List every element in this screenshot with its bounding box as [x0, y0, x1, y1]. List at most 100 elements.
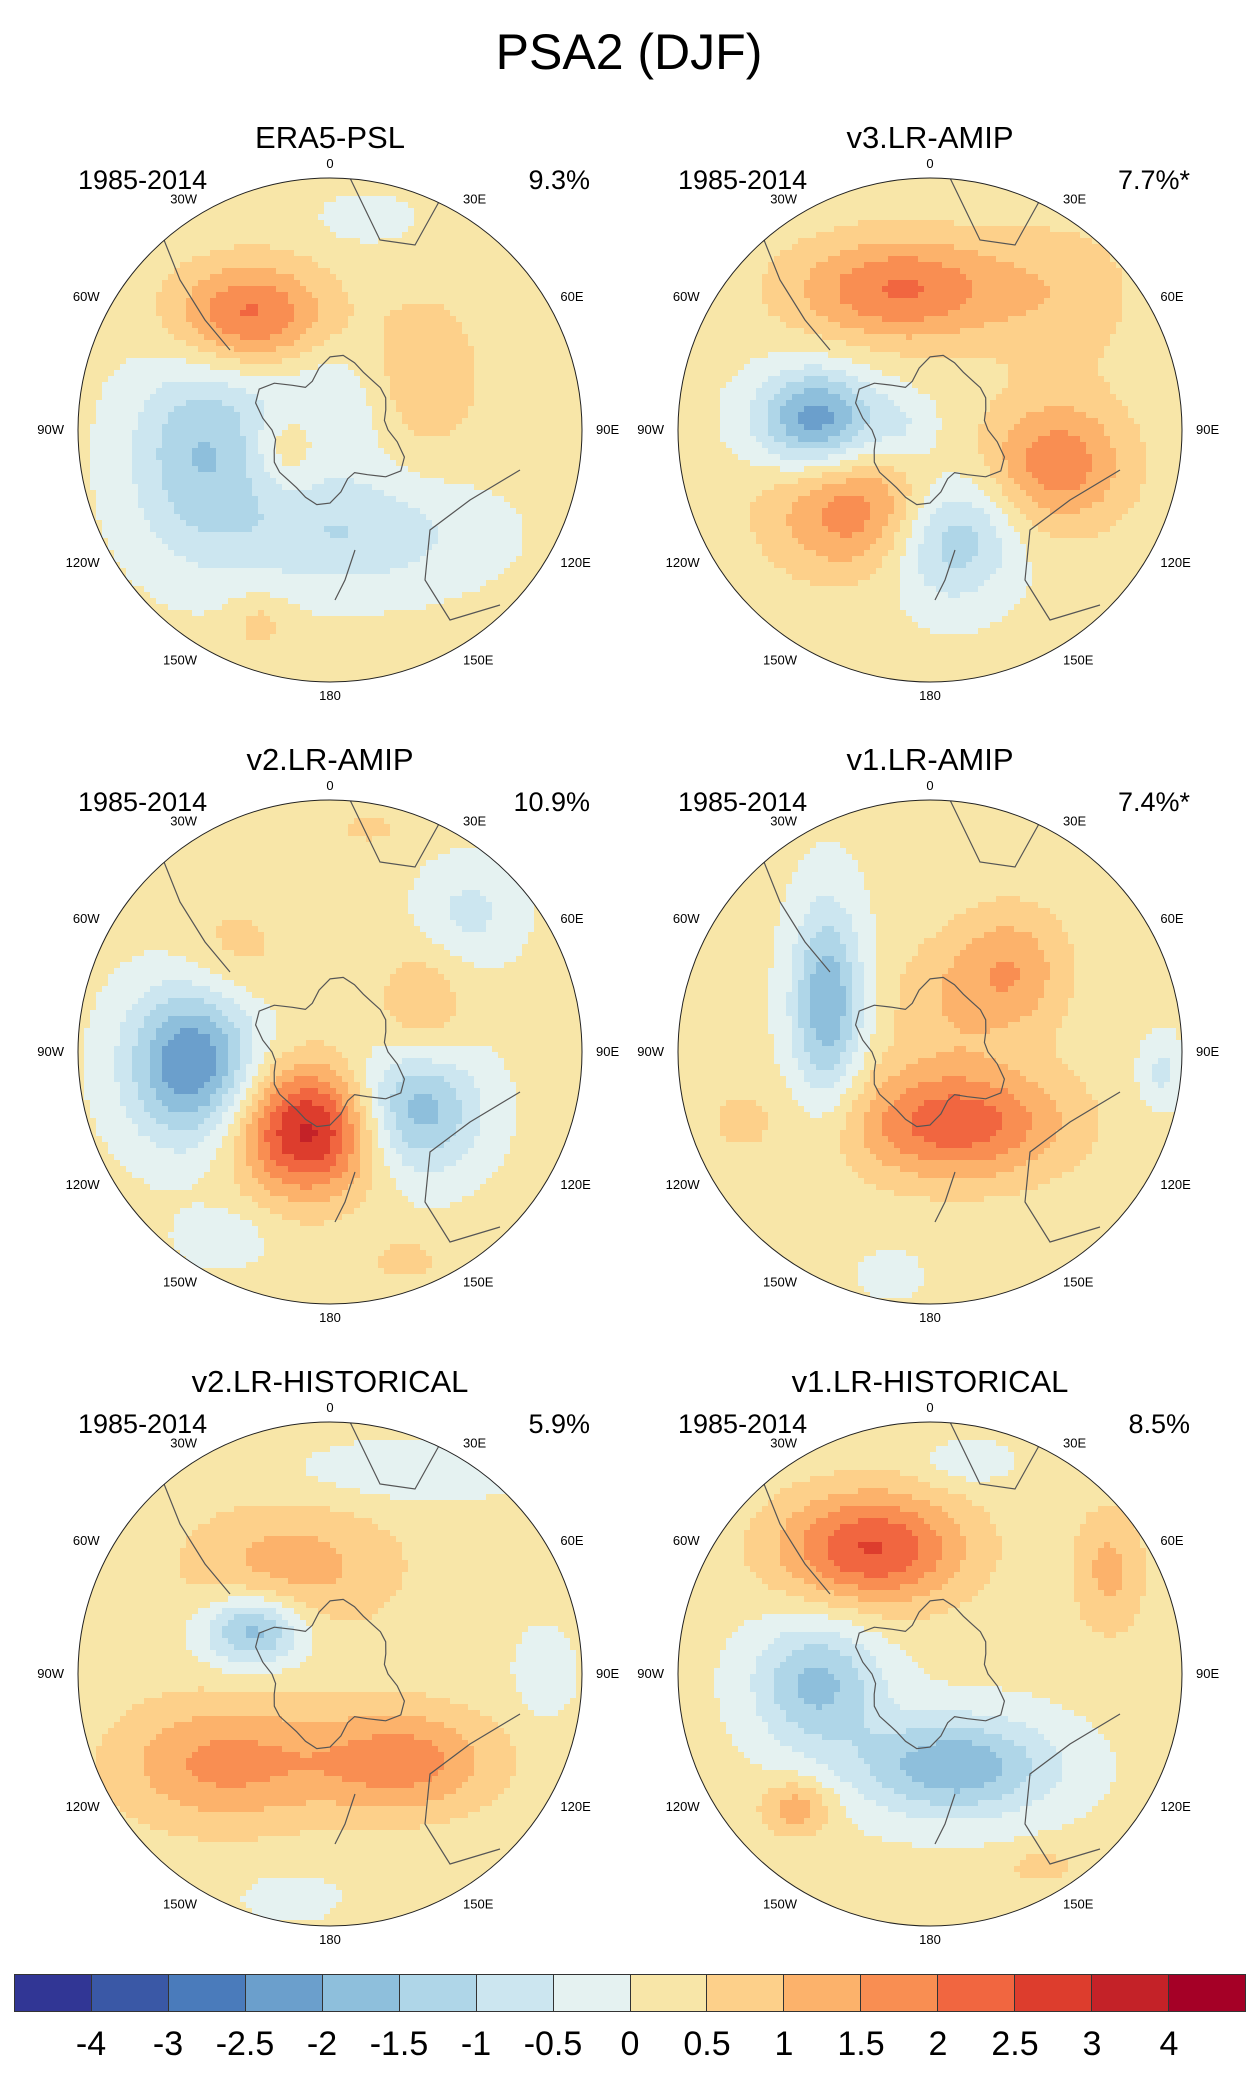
- longitude-label: 0: [926, 1400, 933, 1415]
- longitude-label: 180: [919, 1310, 941, 1325]
- longitude-label: 0: [926, 156, 933, 171]
- anomaly-field: [78, 178, 582, 682]
- map-boundary: [677, 799, 1183, 1305]
- panel-period: 1985-2014: [678, 1408, 807, 1440]
- longitude-label: 150W: [763, 1896, 798, 1911]
- longitude-label: 60E: [560, 289, 583, 304]
- map-panel: v2.LR-HISTORICAL 1985-2014 5.9% 0 30E 60E 90E 1…: [30, 1364, 630, 1964]
- longitude-label: 90E: [596, 422, 619, 437]
- longitude-label: 120E: [1160, 555, 1191, 570]
- new-zealand-coastline: [334, 549, 356, 601]
- colorbar-swatch: [630, 1975, 708, 2011]
- longitude-label: 120E: [560, 1799, 591, 1814]
- longitude-label: 60W: [673, 1533, 700, 1548]
- colorbar-labels: -4 -3 -2.5 -2 -1.5 -1 -0.5 0 0.5 1 1.5 2 2.5 3 4: [0, 2024, 1258, 2068]
- australia-coastline: [1024, 1713, 1121, 1865]
- colorbar-tick-label: -1.5: [370, 2024, 429, 2064]
- longitude-label: 60W: [73, 289, 100, 304]
- new-zealand-coastline: [934, 549, 956, 601]
- longitude-label: 120W: [66, 1799, 101, 1814]
- australia-coastline: [424, 1713, 521, 1865]
- panel-variance-percent: 10.9%: [513, 786, 590, 818]
- anomaly-field: [78, 1422, 582, 1926]
- africa-coastline: [949, 800, 1041, 868]
- longitude-label: 0: [326, 778, 333, 793]
- longitude-label: 90E: [596, 1666, 619, 1681]
- longitude-label: 0: [326, 156, 333, 171]
- map-panel: v3.LR-AMIP 1985-2014 7.7%* 0 30E 60E 90E 120E 15…: [630, 120, 1230, 720]
- longitude-label: 60W: [673, 289, 700, 304]
- longitude-label: 180: [319, 688, 341, 703]
- colorbar-tick-label: -2.5: [216, 2024, 275, 2064]
- longitude-label: 60E: [1160, 1533, 1183, 1548]
- colorbar-tick-label: -2: [307, 2024, 337, 2064]
- antarctica-coastline: [854, 1598, 1006, 1750]
- longitude-label: 60W: [673, 911, 700, 926]
- colorbar-tick-label: -0.5: [524, 2024, 583, 2064]
- panel-title: v2.LR-AMIP: [30, 742, 630, 778]
- longitude-label: 150E: [1063, 1896, 1094, 1911]
- longitude-label: 30E: [463, 1436, 486, 1451]
- longitude-label: 120E: [1160, 1799, 1191, 1814]
- colorbar-tick-label: 2: [929, 2024, 948, 2064]
- longitude-label: 180: [319, 1932, 341, 1947]
- panel-period: 1985-2014: [78, 164, 207, 196]
- colorbar-tick-label: 3: [1083, 2024, 1102, 2064]
- polar-map: 0 30E 60E 90E 120E 150E 180 150W 120W 90W 60W 30W: [37, 156, 619, 703]
- antarctica-coastline: [854, 354, 1006, 506]
- longitude-label: 150W: [163, 1896, 198, 1911]
- australia-coastline: [424, 1091, 521, 1243]
- colorbar-tick-label: 0: [621, 2024, 640, 2064]
- longitude-label: 120E: [560, 555, 591, 570]
- longitude-label: 90E: [1196, 1044, 1219, 1059]
- colorbar-swatch: [784, 1975, 862, 2011]
- colorbar-swatch: [707, 1975, 785, 2011]
- polar-map: 0 30E 60E 90E 120E 150E 180 150W 120W 90W 60W 30W: [37, 778, 619, 1325]
- colorbar-swatch: [861, 1975, 939, 2011]
- longitude-label: 90W: [637, 1044, 664, 1059]
- longitude-label: 60W: [73, 911, 100, 926]
- longitude-label: 30E: [463, 192, 486, 207]
- panel-variance-percent: 8.5%: [1128, 1408, 1190, 1440]
- panel-title: v1.LR-AMIP: [630, 742, 1230, 778]
- longitude-label: 90E: [596, 1044, 619, 1059]
- longitude-label: 120W: [666, 555, 701, 570]
- colorbar-swatch: [245, 1975, 323, 2011]
- panel-variance-percent: 7.7%*: [1118, 164, 1190, 196]
- polar-map: 0 30E 60E 90E 120E 150E 180 150W 120W 90W 60W 30W: [37, 1400, 619, 1947]
- longitude-label: 0: [326, 1400, 333, 1415]
- panel-period: 1985-2014: [678, 786, 807, 818]
- colorbar-swatch: [476, 1975, 554, 2011]
- anomaly-field: [678, 178, 1182, 682]
- colorbar-tick-label: 4: [1160, 2024, 1179, 2064]
- new-zealand-coastline: [934, 1171, 956, 1223]
- figure-title: PSA2 (DJF): [0, 22, 1258, 82]
- colorbar-tick-label: 1.5: [837, 2024, 884, 2064]
- colorbar-tick-label: 0.5: [683, 2024, 730, 2064]
- longitude-label: 30E: [463, 814, 486, 829]
- panel-period: 1985-2014: [78, 786, 207, 818]
- panel-title: ERA5-PSL: [30, 120, 630, 156]
- longitude-label: 150E: [463, 652, 494, 667]
- colorbar: [14, 1974, 1246, 2012]
- polar-map: 0 30E 60E 90E 120E 150E 180 150W 120W 90W 60W 30W: [637, 156, 1219, 703]
- map-boundary: [677, 177, 1183, 683]
- new-zealand-coastline: [334, 1171, 356, 1223]
- colorbar-swatch: [1169, 1975, 1245, 2011]
- colorbar-tick-label: -1: [461, 2024, 491, 2064]
- colorbar-swatch: [399, 1975, 477, 2011]
- longitude-label: 60E: [1160, 911, 1183, 926]
- longitude-label: 180: [919, 688, 941, 703]
- panel-variance-percent: 7.4%*: [1118, 786, 1190, 818]
- longitude-label: 30W: [770, 1436, 797, 1451]
- longitude-label: 120E: [560, 1177, 591, 1192]
- antarctica-coastline: [254, 976, 406, 1128]
- panel-title: v1.LR-HISTORICAL: [630, 1364, 1230, 1400]
- longitude-label: 60W: [73, 1533, 100, 1548]
- longitude-label: 120W: [66, 555, 101, 570]
- longitude-label: 120W: [666, 1799, 701, 1814]
- colorbar-swatch: [938, 1975, 1016, 2011]
- longitude-label: 30W: [770, 814, 797, 829]
- longitude-label: 120E: [1160, 1177, 1191, 1192]
- anomaly-field: [78, 800, 582, 1304]
